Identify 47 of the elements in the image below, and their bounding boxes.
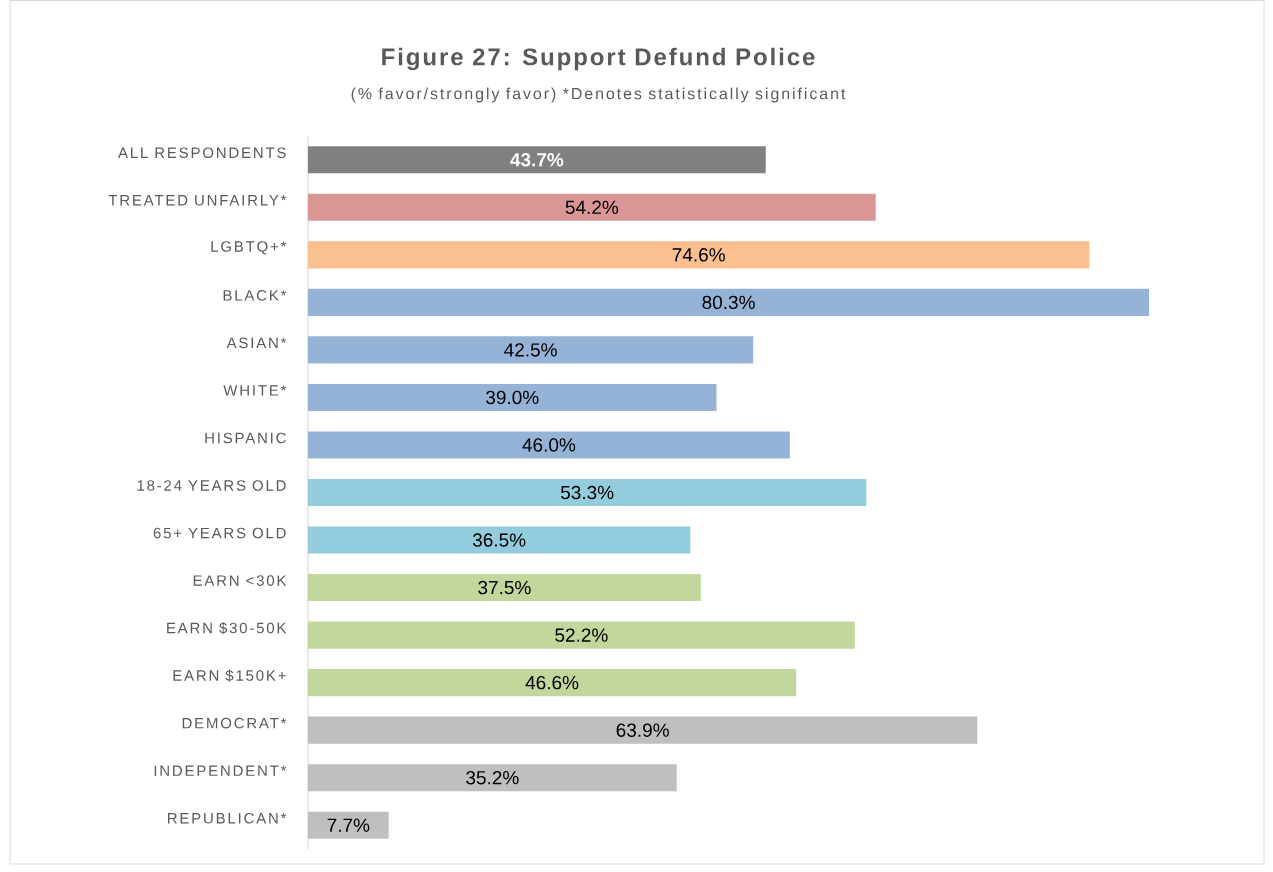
y-tick-label: 18-24 YEARS OLD xyxy=(137,480,286,491)
bar xyxy=(308,764,677,792)
bar xyxy=(308,811,389,839)
data-label: 46.0% xyxy=(522,438,576,452)
bar xyxy=(308,146,766,174)
chart-subtitle: (% favor/strongly favor) *Denotes statistically significant xyxy=(351,87,846,103)
y-tick-label: 65+ YEARS OLD xyxy=(153,527,286,539)
y-tick-label: LGBTQ+* xyxy=(211,241,287,255)
data-label: 74.6% xyxy=(672,248,725,262)
y-tick-label: HISPANIC xyxy=(205,432,286,444)
data-label: 46.6% xyxy=(525,675,579,690)
bar xyxy=(308,336,754,364)
bar xyxy=(308,716,978,744)
y-tick-label: BLACK* xyxy=(223,290,287,301)
data-label: 63.9% xyxy=(616,723,669,737)
bar xyxy=(308,526,691,554)
data-label: 36.5% xyxy=(472,533,526,547)
bar xyxy=(308,478,867,507)
y-tick-label: EARN $30-50K xyxy=(167,622,287,635)
data-label: 7.7% xyxy=(327,818,370,832)
bar xyxy=(308,621,855,649)
y-tick-label: WHITE* xyxy=(223,385,287,396)
bar xyxy=(308,193,876,221)
bar xyxy=(308,383,717,411)
data-label: 39.0% xyxy=(486,390,539,405)
y-tick-label: ASIAN* xyxy=(226,337,287,349)
data-label: 53.3% xyxy=(560,485,614,500)
data-label: 42.5% xyxy=(504,343,557,357)
data-label: 35.2% xyxy=(466,770,519,785)
bar xyxy=(308,574,701,602)
data-label: 54.2% xyxy=(565,200,619,215)
bar xyxy=(308,241,1090,269)
y-tick-label: REPUBLICAN* xyxy=(167,812,287,824)
data-label: 52.2% xyxy=(555,628,608,642)
y-tick-label: EARN <30K xyxy=(193,575,287,586)
data-label: 80.3% xyxy=(702,295,755,310)
y-tick-label: DEMOCRAT* xyxy=(182,717,287,729)
y-tick-label: INDEPENDENT* xyxy=(154,765,287,776)
y-tick-label: EARN $150K+ xyxy=(173,669,286,682)
bar xyxy=(308,431,790,459)
y-tick-label: TREATED UNFAIRLY* xyxy=(108,195,287,206)
bar xyxy=(308,669,797,697)
data-label: 37.5% xyxy=(478,580,531,595)
data-label: 43.7% xyxy=(510,153,564,167)
y-tick-label: ALL RESPONDENTS xyxy=(118,147,286,159)
bar xyxy=(308,288,1150,316)
chart-title: Figure 27: Support Defund Police xyxy=(382,47,815,71)
